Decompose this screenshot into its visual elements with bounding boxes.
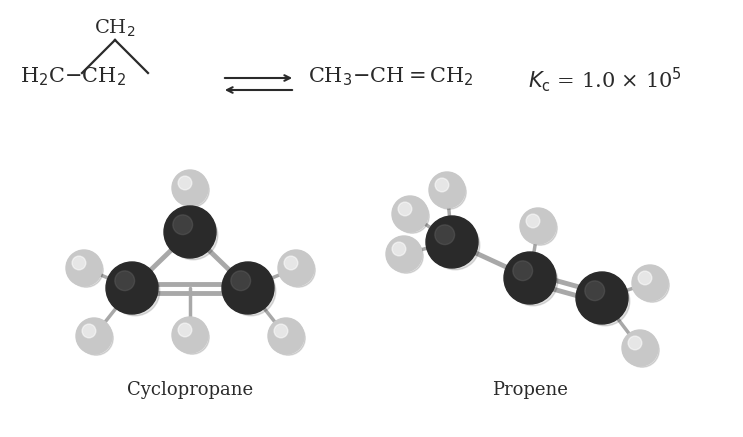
Circle shape [274,324,288,338]
Circle shape [164,206,216,258]
Circle shape [576,272,628,324]
Circle shape [82,324,96,338]
Circle shape [106,262,158,314]
Circle shape [432,175,467,209]
Circle shape [526,214,540,228]
Circle shape [622,330,658,366]
Circle shape [398,202,412,216]
Circle shape [580,277,630,326]
Circle shape [504,252,556,304]
Circle shape [111,267,160,316]
Text: Cyclopropane: Cyclopropane [127,381,253,399]
Circle shape [172,170,208,206]
Circle shape [632,265,668,301]
Circle shape [79,321,113,355]
Circle shape [628,336,642,350]
Circle shape [115,271,134,291]
Circle shape [435,225,455,245]
Circle shape [389,239,424,273]
Circle shape [173,215,192,235]
Circle shape [69,253,103,287]
Circle shape [435,178,449,192]
Circle shape [386,236,422,272]
Circle shape [426,216,478,268]
Circle shape [271,321,305,355]
Circle shape [175,320,210,354]
Circle shape [76,318,112,354]
Circle shape [284,256,298,270]
Circle shape [625,333,659,367]
Circle shape [268,318,304,354]
Circle shape [638,271,652,285]
Circle shape [175,173,210,207]
Circle shape [585,281,605,301]
Text: H$_2$C$-$CH$_2$: H$_2$C$-$CH$_2$ [20,65,126,87]
Circle shape [281,253,315,287]
Circle shape [169,211,218,260]
Circle shape [430,220,480,270]
Circle shape [395,199,429,233]
Circle shape [523,211,557,245]
Circle shape [72,256,85,270]
Circle shape [227,267,276,316]
Circle shape [222,262,274,314]
Circle shape [66,250,102,286]
Text: CH$_3$$-$CH$=$CH$_2$: CH$_3$$-$CH$=$CH$_2$ [308,65,474,87]
Text: Propene: Propene [492,381,568,399]
Circle shape [520,208,556,244]
Circle shape [178,323,192,337]
Text: $K_\mathrm{c}$ = 1.0 × 10$^5$: $K_\mathrm{c}$ = 1.0 × 10$^5$ [528,65,682,94]
Circle shape [231,271,250,291]
Circle shape [429,172,465,208]
Circle shape [172,317,208,353]
Circle shape [392,196,428,232]
Circle shape [392,242,406,256]
Circle shape [508,257,558,306]
Circle shape [635,268,669,302]
Text: CH$_2$: CH$_2$ [94,18,136,39]
Circle shape [178,176,192,190]
Circle shape [278,250,314,286]
Circle shape [513,261,533,281]
